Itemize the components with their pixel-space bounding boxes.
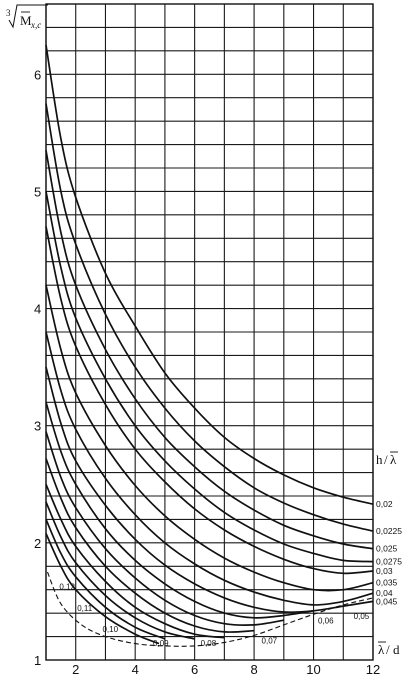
series-line-2 xyxy=(45,150,374,550)
x-tick-label-5: 12 xyxy=(366,662,380,677)
envelope-label-2: 0,10 xyxy=(102,625,118,634)
x-axis-label-numerator: λ xyxy=(378,642,385,657)
series-line-8 xyxy=(45,402,314,619)
series-line-5 xyxy=(45,284,374,592)
curves xyxy=(45,44,374,645)
y-axis-label-root-index: 3 xyxy=(6,8,11,18)
envelope-label-6: 0,06 xyxy=(318,617,334,626)
envelope-label-7: 0,05 xyxy=(354,612,370,621)
y-tick-label-5: 6 xyxy=(34,67,41,82)
envelope-label-1: 0,11 xyxy=(77,604,93,613)
envelope: 0,12 0,11 0,10 0,09 0,08 0,07 0,06 0,05 xyxy=(46,571,374,648)
x-tick-label-4: 10 xyxy=(306,662,320,677)
legend-title-slash: / xyxy=(384,452,388,467)
series-line-9 xyxy=(45,431,284,626)
y-axis-label: 3 M x,c xyxy=(6,4,48,30)
series-label-0: 0,02 xyxy=(376,499,393,509)
series-line-14 xyxy=(45,533,160,645)
series-line-12 xyxy=(45,501,195,640)
series-label-1: 0,0225 xyxy=(376,526,402,536)
y-tick-label-1: 2 xyxy=(34,536,41,551)
x-tick-label-2: 6 xyxy=(191,662,198,677)
x-tick-label-3: 8 xyxy=(250,662,257,677)
envelope-label-3: 0,09 xyxy=(153,639,169,648)
x-axis-label: λ / d xyxy=(378,641,400,657)
x-tick-label-1: 4 xyxy=(132,662,139,677)
series-line-4 xyxy=(45,226,374,575)
envelope-line xyxy=(46,571,374,647)
legend-title-numerator: h xyxy=(376,452,383,467)
x-tick-label-0: 2 xyxy=(72,662,79,677)
series-line-13 xyxy=(45,519,166,640)
grid xyxy=(45,3,374,661)
x-axis-label-denominator: d xyxy=(393,642,400,657)
envelope-label-4: 0,08 xyxy=(201,639,217,648)
series-label-6: 0,04 xyxy=(376,588,393,598)
envelope-label-5: 0,07 xyxy=(262,637,278,646)
radical-sign xyxy=(8,4,48,29)
series-line-1 xyxy=(45,103,374,532)
series-line-0 xyxy=(45,44,374,506)
series-label-2: 0,025 xyxy=(376,544,398,554)
legend-title: h / λ xyxy=(376,451,398,467)
y-tick-label-2: 3 xyxy=(34,419,41,434)
series-line-6 xyxy=(45,331,374,606)
series-label-3: 0,0275 xyxy=(376,557,402,567)
series-line-3 xyxy=(45,191,374,563)
series-label-4: 0,03 xyxy=(376,566,393,576)
series-line-10 xyxy=(45,458,255,633)
y-axis-label-subscript: x,c xyxy=(30,20,41,30)
series-label-5: 0,035 xyxy=(376,578,398,588)
y-tick-label-0: 1 xyxy=(34,653,41,668)
envelope-label-0: 0,12 xyxy=(59,583,75,592)
y-tick-label-4: 5 xyxy=(34,184,41,199)
series-label-7: 0,045 xyxy=(376,596,398,606)
legend-title-denominator: λ xyxy=(390,452,397,467)
x-axis-label-slash: / xyxy=(386,642,390,657)
y-tick-label-3: 4 xyxy=(34,302,41,317)
y-axis-label-base: M xyxy=(20,13,32,28)
series-line-11 xyxy=(45,483,225,639)
series-line-7 xyxy=(45,366,374,614)
